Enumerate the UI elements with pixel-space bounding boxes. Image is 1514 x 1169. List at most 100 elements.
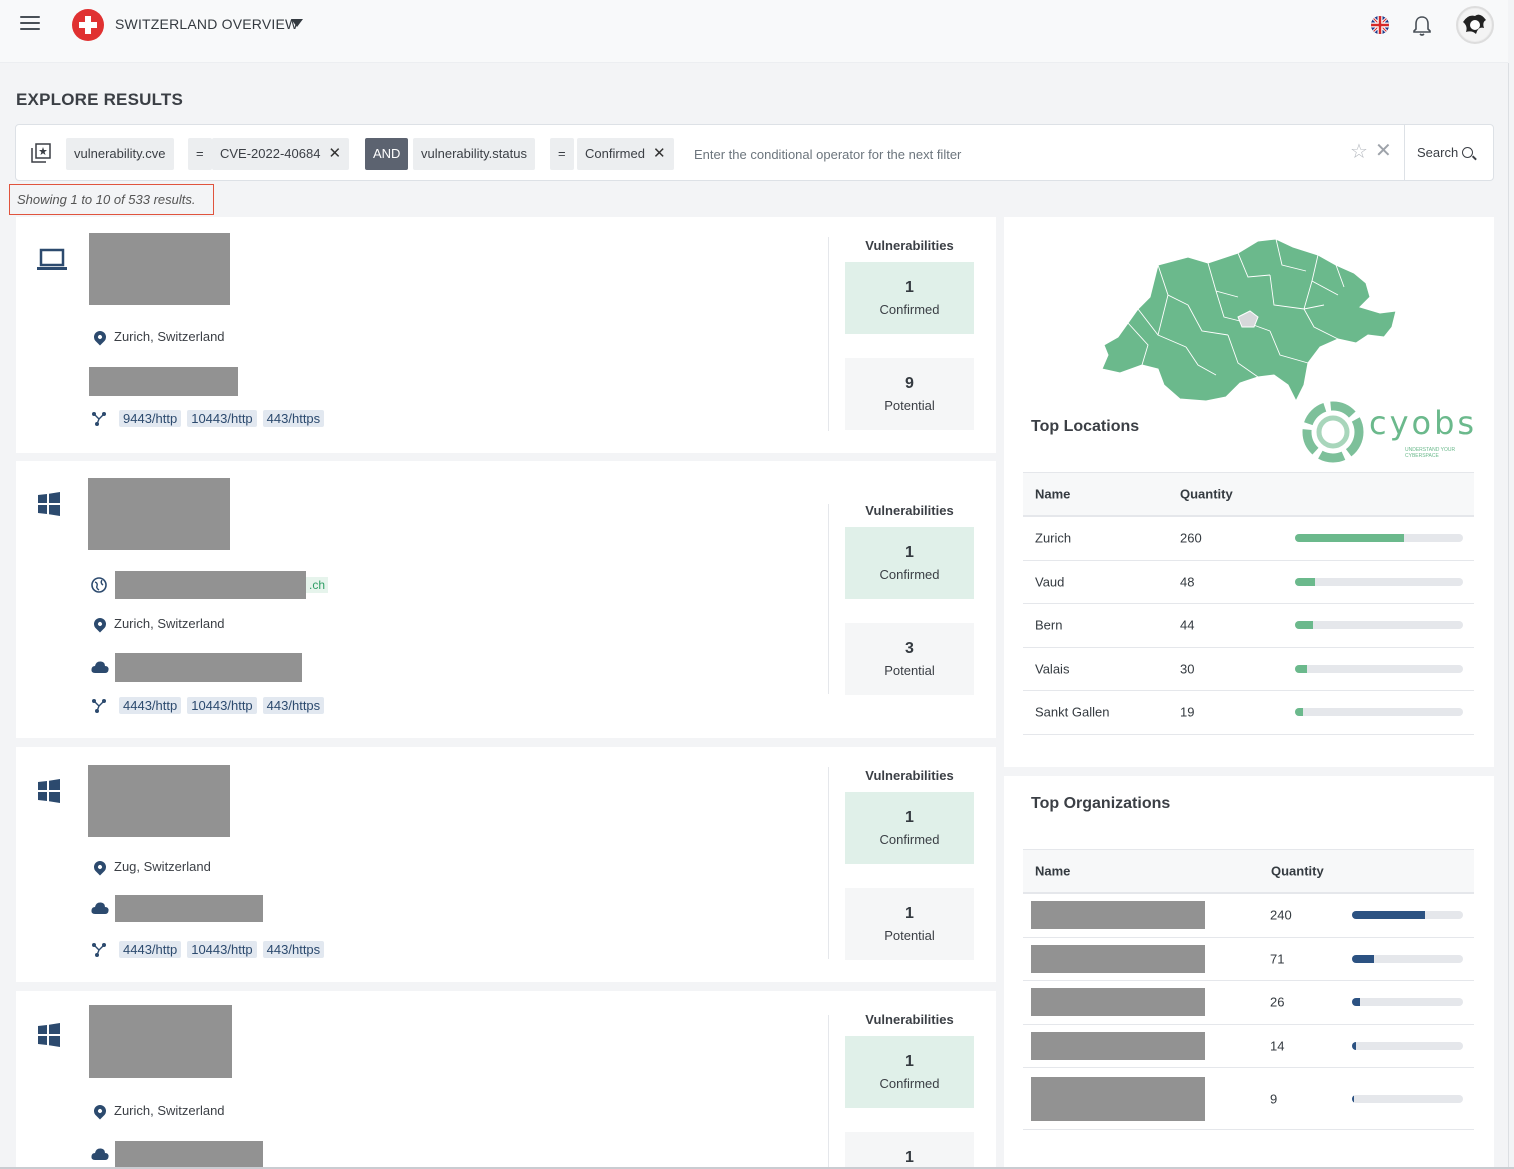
windows-icon	[36, 1022, 66, 1048]
favorite-star-icon[interactable]: ☆	[1350, 141, 1368, 163]
quantity-bar	[1295, 664, 1463, 673]
result-card[interactable]: Zug, Switzerland 4443/http 10443/http 44…	[16, 747, 996, 982]
redacted-organization	[1031, 1076, 1205, 1121]
chevron-down-icon[interactable]	[291, 19, 303, 27]
confirmed-label: Confirmed	[879, 302, 940, 317]
quantity-bar-fill	[1295, 577, 1316, 586]
port-tag[interactable]: 4443/http	[119, 941, 182, 958]
port-tag[interactable]: 10443/http	[187, 941, 257, 958]
location-name: Zurich	[1035, 530, 1072, 546]
cloud-icon	[91, 901, 109, 917]
vulnerabilities-heading: Vulnerabilities	[865, 768, 954, 783]
filter-value-label: CVE-2022-40684	[220, 146, 321, 161]
windows-icon	[36, 778, 66, 804]
remove-filter-icon[interactable]: ✕	[328, 145, 342, 162]
location-pin-icon	[91, 858, 109, 875]
location-quantity: 19	[1180, 704, 1195, 720]
port-tag[interactable]: 4443/http	[119, 697, 182, 714]
confirmed-vulnerabilities[interactable]: 1 Confirmed	[845, 527, 974, 599]
table-row[interactable]: 14	[1023, 1025, 1474, 1068]
confirmed-count: 1	[905, 544, 914, 561]
filter-chip-field[interactable]: vulnerability.status	[413, 138, 535, 170]
filter-conjunction[interactable]: AND	[365, 138, 409, 170]
port-tag[interactable]: 10443/http	[187, 697, 257, 714]
top-organizations-title: Top Organizations	[1031, 795, 1171, 812]
domain-suffix[interactable]: .ch	[306, 577, 329, 593]
filter-bar: vulnerability.cve = CVE-2022-40684 ✕ AND …	[15, 124, 1494, 181]
column-header-quantity[interactable]: Quantity	[1180, 486, 1233, 502]
network-ports-icon	[91, 942, 107, 958]
potential-vulnerabilities[interactable]: 3 Potential	[845, 623, 974, 695]
table-header: Name Quantity	[1023, 849, 1474, 894]
table-row[interactable]: Valais 30	[1023, 648, 1474, 691]
organization-quantity: 9	[1270, 1091, 1278, 1106]
user-avatar[interactable]	[1456, 6, 1494, 44]
notification-bell-icon[interactable]	[1412, 15, 1432, 37]
column-header-name[interactable]: Name	[1035, 486, 1071, 502]
potential-vulnerabilities[interactable]: 9 Potential	[845, 358, 974, 430]
switzerland-map[interactable]	[1098, 235, 1400, 403]
network-ports-icon	[91, 698, 107, 714]
quantity-bar-fill	[1295, 621, 1314, 630]
top-locations-title: Top Locations	[1031, 418, 1140, 435]
redacted-organization	[1031, 944, 1205, 973]
potential-count: 1	[905, 905, 914, 922]
filter-input[interactable]	[694, 143, 1334, 165]
location-name: Vaud	[1035, 574, 1065, 590]
quantity-bar-fill	[1352, 911, 1426, 920]
top-locations-panel: Top Locations cyobs UNDERSTAND YOUR CYBE…	[1004, 217, 1494, 767]
table-row[interactable]: Sankt Gallen 19	[1023, 691, 1474, 735]
quantity-bar-fill	[1295, 534, 1405, 543]
redacted-provider	[115, 653, 302, 682]
confirmed-vulnerabilities[interactable]: 1 Confirmed	[845, 792, 974, 864]
port-tag[interactable]: 443/https	[262, 410, 325, 427]
cloud-icon	[91, 660, 109, 676]
search-button[interactable]: Search	[1404, 125, 1493, 180]
port-tag[interactable]: 9443/http	[119, 410, 182, 427]
result-card[interactable]: Zurich, Switzerland 9443/http 10443/http…	[16, 217, 996, 453]
location-pin-icon	[91, 615, 109, 632]
port-tag[interactable]: 443/https	[262, 941, 325, 958]
menu-icon[interactable]	[20, 16, 40, 32]
confirmed-vulnerabilities[interactable]: 1 Confirmed	[845, 262, 974, 334]
remove-filter-icon[interactable]: ✕	[652, 145, 666, 162]
location: Zurich, Switzerland	[91, 1102, 225, 1119]
page-title: EXPLORE RESULTS	[16, 90, 184, 109]
column-header-name[interactable]: Name	[1035, 863, 1071, 879]
potential-label: Potential	[884, 928, 935, 943]
redacted-provider	[115, 895, 263, 922]
filter-chip-field[interactable]: vulnerability.cve	[66, 138, 174, 170]
quantity-bar-fill	[1352, 1041, 1357, 1050]
table-row[interactable]: 71	[1023, 938, 1474, 981]
port-tag[interactable]: 10443/http	[187, 410, 257, 427]
confirmed-label: Confirmed	[879, 1076, 940, 1091]
table-row[interactable]: 9	[1023, 1068, 1474, 1130]
table-row[interactable]: Zurich 260	[1023, 517, 1474, 561]
location-text: Zurich, Switzerland	[114, 329, 225, 344]
table-row[interactable]: Bern 44	[1023, 604, 1474, 648]
table-row[interactable]: Vaud 48	[1023, 561, 1474, 604]
filter-chip-operator[interactable]: =	[550, 138, 574, 170]
location-quantity: 30	[1180, 661, 1195, 677]
filter-chip-operator[interactable]: =	[188, 138, 212, 170]
filter-chip-value[interactable]: Confirmed ✕	[577, 138, 674, 170]
column-header-quantity[interactable]: Quantity	[1271, 863, 1324, 879]
saved-queries-icon[interactable]	[31, 143, 51, 163]
table-row[interactable]: 26	[1023, 981, 1474, 1025]
port-tag[interactable]: 443/https	[262, 697, 325, 714]
redacted-organization	[1031, 901, 1205, 930]
table-row[interactable]: 240	[1023, 894, 1474, 938]
result-card[interactable]: Zurich, Switzerland Vulnerabilities 1 Con…	[16, 991, 996, 1169]
result-card[interactable]: .ch Zurich, Switzerland 4443/http 10443/…	[16, 461, 996, 738]
clear-filters-icon[interactable]: ✕	[1375, 140, 1392, 162]
port-list: 4443/http 10443/http 443/https	[91, 697, 330, 714]
confirmed-vulnerabilities[interactable]: 1 Confirmed	[845, 1036, 974, 1108]
quantity-bar-fill	[1295, 708, 1304, 717]
app-title[interactable]: SWITZERLAND OVERVIEW	[115, 16, 299, 32]
potential-vulnerabilities[interactable]: 1 Potential	[845, 888, 974, 960]
filter-chip-value[interactable]: CVE-2022-40684 ✕	[212, 138, 350, 170]
language-flag-icon[interactable]	[1371, 16, 1389, 34]
redacted-provider	[115, 1141, 263, 1169]
quantity-bar	[1352, 998, 1463, 1007]
